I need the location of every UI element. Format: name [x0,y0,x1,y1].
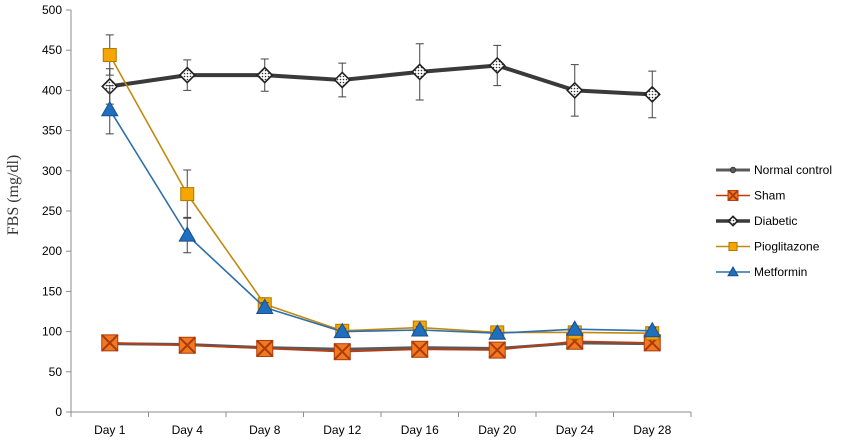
legend-entry: Pioglitazone [716,240,820,254]
data-point-cross [488,341,506,359]
data-point [727,266,739,277]
y-tick-label: 450 [42,43,62,57]
series-diabetic [101,43,661,119]
data-point [729,166,737,174]
y-tick-label: 150 [42,284,62,298]
data-point [488,324,507,340]
data-point [255,298,274,314]
y-tick-label: 100 [42,325,62,339]
data-point [488,56,506,75]
y-tick-label: 500 [42,3,62,17]
legend-entry: Normal control [716,163,832,177]
x-tick-label: Day 28 [633,423,671,437]
x-tick-label: Day 1 [94,423,126,437]
series-line [109,109,653,335]
series-metformin [100,85,662,340]
data-point [727,215,739,227]
data-point [178,66,196,84]
series-line [109,63,653,97]
legend-label: Pioglitazone [754,240,820,254]
legend-label: Diabetic [754,214,797,228]
data-point-cross [101,334,119,352]
y-tick-label: 200 [42,244,62,258]
data-point [411,63,429,81]
x-tick-label: Day 8 [249,423,281,437]
data-point [565,320,584,336]
x-tick-label: Day 12 [323,423,361,437]
y-tick-label: 250 [42,204,62,218]
data-point-cross [256,339,274,358]
data-point [333,71,351,89]
legend-label: Normal control [754,163,832,177]
data-point-cross [333,342,351,361]
data-point [643,321,662,338]
x-tick-label: Day 24 [556,423,594,437]
data-point [728,241,738,252]
series-line [109,340,653,353]
data-point [333,322,352,339]
data-point [566,81,584,100]
legend-label: Metformin [754,265,807,279]
x-tick-label: Day 16 [401,423,439,437]
y-tick-label: 400 [42,83,62,97]
y-tick-label: 300 [42,164,62,178]
series-line [109,54,653,335]
legend-entry: Metformin [716,265,807,279]
x-tick-label: Day 20 [478,423,516,437]
legend: Normal control Sham Diabetic Pioglitazone Me… [716,163,832,279]
data-point-cross [727,189,739,202]
y-tick-label: 0 [55,405,62,419]
data-point [178,226,197,242]
legend-label: Sham [754,189,785,203]
axes: 0 50 100 150 200 250 300 350 400 450 500 Day 1 Day 4… [42,3,692,437]
series-layer [100,34,662,361]
data-point-cross [178,336,196,354]
data-point [100,100,119,117]
data-point [256,66,274,84]
y-tick-label: 50 [49,365,63,379]
y-axis-title: FBS (mg/dl) [5,155,22,235]
data-point [180,187,195,202]
data-point [410,320,429,337]
series-line [109,341,653,351]
x-tick-label: Day 4 [172,423,204,437]
legend-entry: Diabetic [716,214,797,228]
data-point-cross [411,340,429,358]
legend-entry: Sham [716,189,785,203]
data-point [643,85,661,104]
data-point [102,48,117,63]
y-tick-label: 350 [42,124,62,138]
